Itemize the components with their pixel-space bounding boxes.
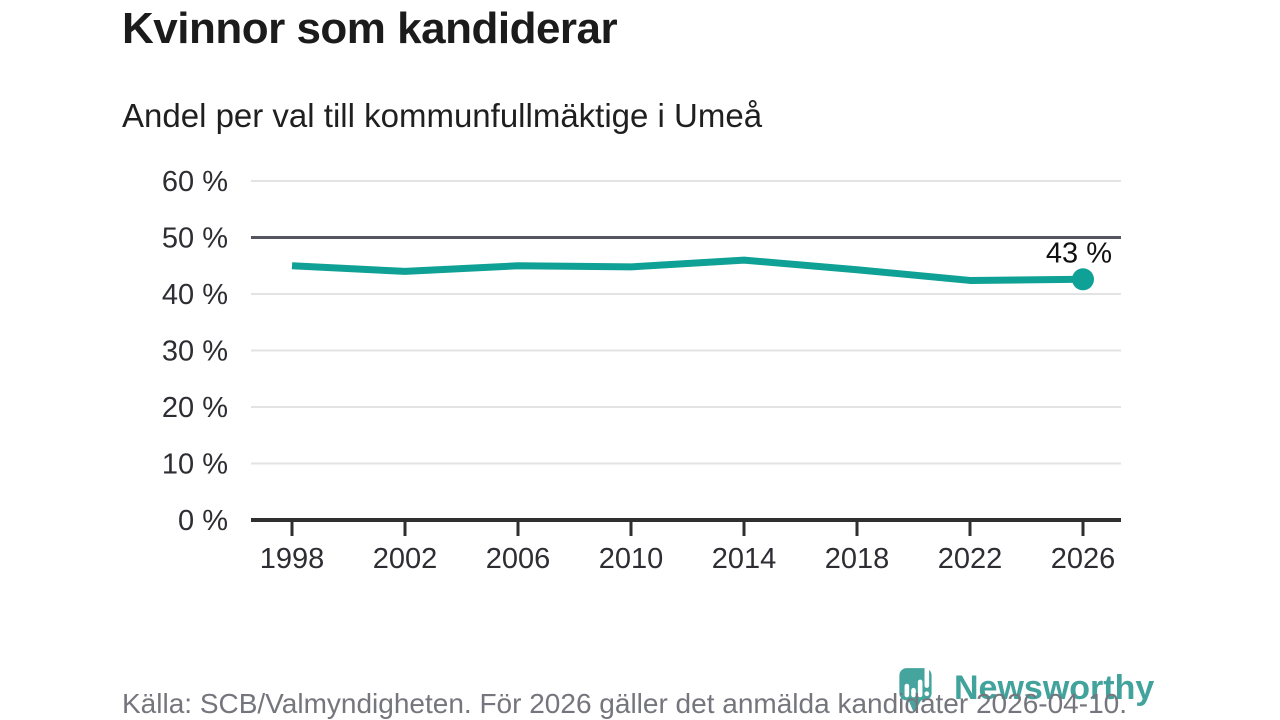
end-point <box>1072 268 1094 291</box>
svg-text:2002: 2002 <box>373 543 438 575</box>
chart-title: Kvinnor som kandiderar <box>122 4 618 53</box>
svg-text:20 %: 20 % <box>162 392 228 424</box>
svg-text:1998: 1998 <box>260 543 325 575</box>
svg-text:2018: 2018 <box>825 543 890 575</box>
svg-text:2022: 2022 <box>938 543 1003 575</box>
svg-text:30 %: 30 % <box>162 336 228 368</box>
end-point-label: 43 % <box>1046 237 1112 269</box>
svg-text:2010: 2010 <box>599 543 664 575</box>
y-gridlines <box>251 180 1121 522</box>
svg-text:0 %: 0 % <box>178 505 228 537</box>
y-axis-labels: 0 % 10 % 20 % 30 % 40 % 50 % 60 % <box>162 166 228 537</box>
svg-text:50 %: 50 % <box>162 223 228 255</box>
svg-text:2014: 2014 <box>712 543 777 575</box>
svg-text:40 %: 40 % <box>162 279 228 311</box>
source-note: Källa: SCB/Valmyndigheten. För 2026 gäll… <box>122 688 1127 719</box>
svg-text:2006: 2006 <box>486 543 551 575</box>
newsworthy-wordmark: Newsworthy <box>954 669 1155 707</box>
svg-text:60 %: 60 % <box>162 166 228 198</box>
data-line <box>291 256 1084 284</box>
x-axis: 1998 2002 2006 2010 2014 2018 2022 2026 <box>260 522 1116 575</box>
svg-text:2026: 2026 <box>1051 543 1116 575</box>
chart-subtitle: Andel per val till kommunfullmäktige i U… <box>122 97 763 134</box>
newsworthy-chart-pin-icon <box>899 665 932 713</box>
svg-text:10 %: 10 % <box>162 449 228 481</box>
newsworthy-logo: Newsworthy <box>898 664 1154 716</box>
